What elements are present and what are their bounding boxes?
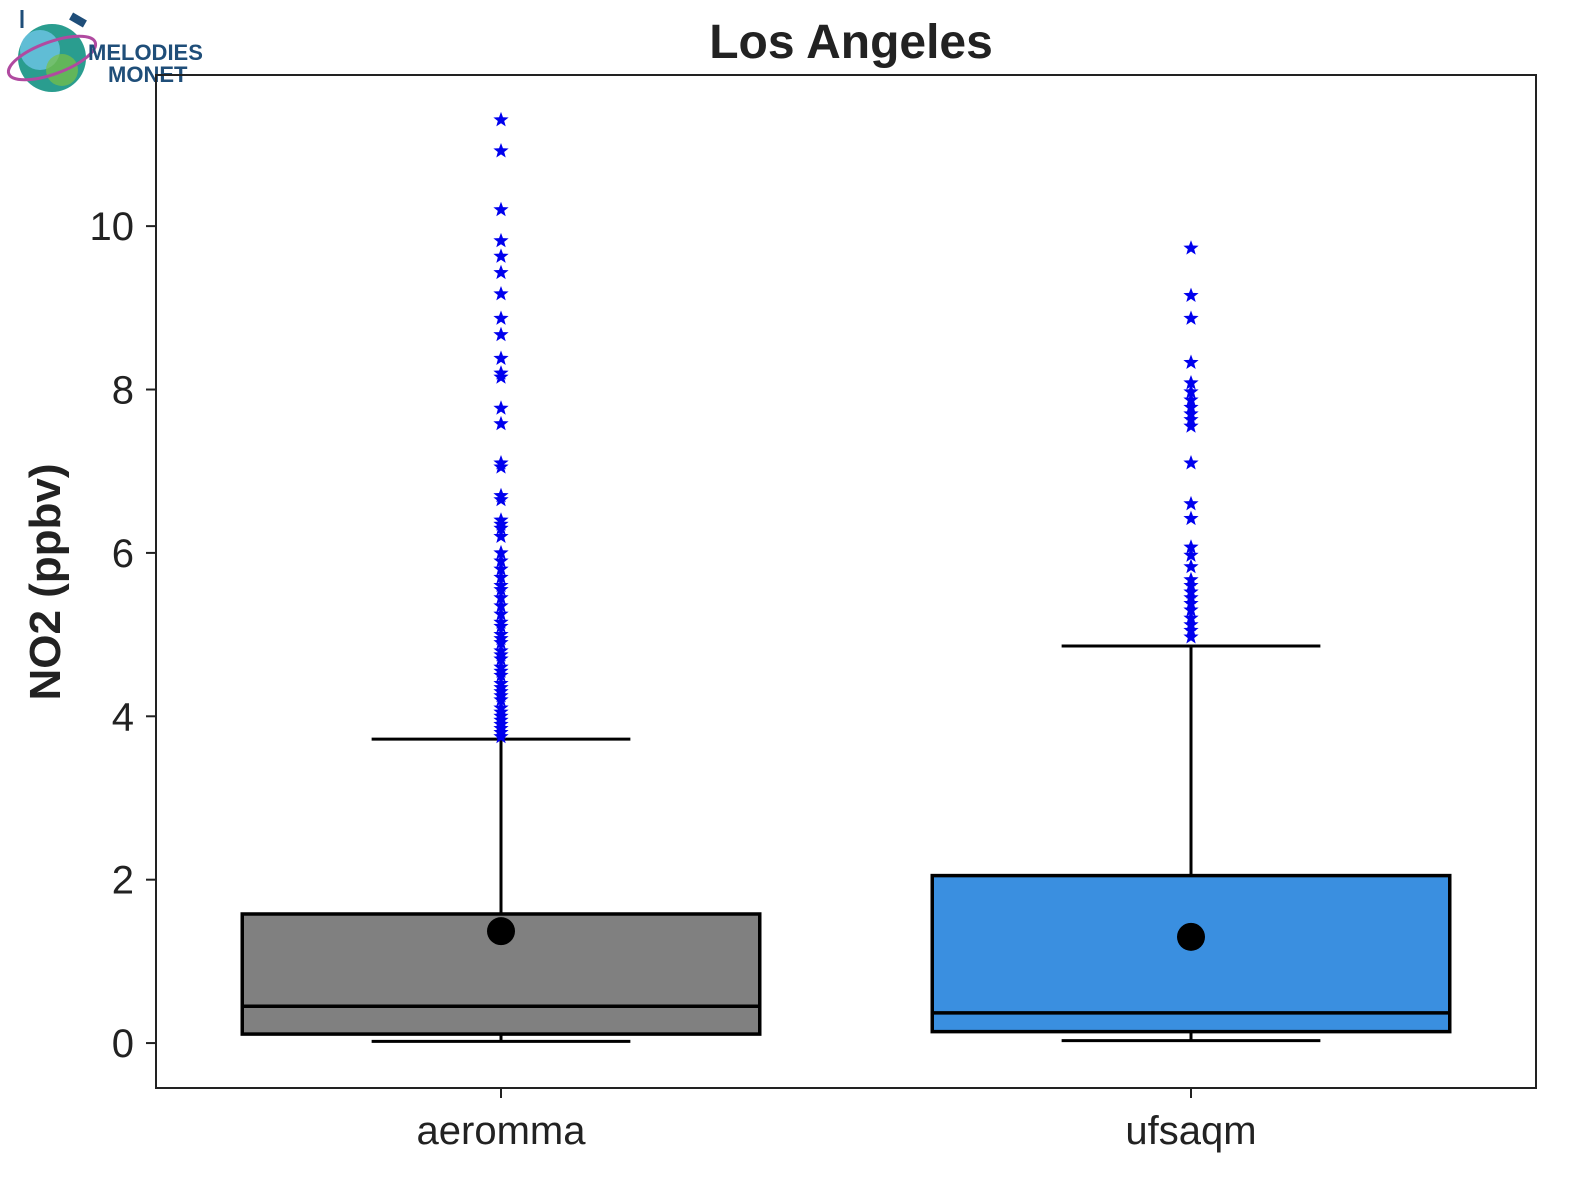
y-tick-label: 0 (112, 1022, 134, 1066)
x-tick-label: ufsaqm (1125, 1109, 1256, 1153)
outlier-point (493, 350, 509, 365)
outlier-point (1183, 392, 1199, 407)
outlier-point (1183, 571, 1199, 587)
outlier-point (493, 659, 509, 674)
outlier-point (493, 577, 509, 593)
outlier-point (1183, 616, 1199, 632)
outlier-point (1183, 584, 1199, 599)
outlier-point (1183, 406, 1199, 421)
box-group-ufsaqm (930, 240, 1452, 1043)
outlier-point (493, 487, 509, 503)
outlier-point (493, 606, 509, 621)
outlier-point (493, 111, 509, 127)
outlier-point (493, 589, 509, 605)
outlier-point (493, 614, 509, 629)
outlier-point (493, 142, 509, 158)
iqr-box (930, 873, 1452, 1034)
y-tick-label: 4 (112, 695, 134, 739)
y-tick-label: 2 (112, 859, 134, 903)
outlier-point (1183, 287, 1199, 303)
box-group-aeromma (240, 111, 762, 1043)
axes-frame (155, 74, 1537, 1089)
y-tick-label: 8 (112, 369, 134, 413)
outlier-point (1183, 383, 1199, 399)
y-tick-label: 10 (90, 205, 135, 249)
outlier-point (493, 455, 509, 470)
mean-marker (1177, 922, 1205, 951)
outlier-point (493, 285, 509, 301)
chart-title: Los Angeles (709, 16, 993, 69)
outlier-point (1183, 602, 1199, 617)
globe-satellite-logo-icon (6, 10, 98, 92)
outlier-point (493, 512, 509, 527)
iqr-box (240, 912, 762, 1036)
outlier-point (1183, 310, 1199, 325)
x-tick-label: aeromma (417, 1109, 587, 1153)
outlier-point (493, 400, 509, 415)
outlier-point (1183, 589, 1199, 605)
outlier-point (493, 561, 509, 576)
outlier-point (493, 201, 509, 217)
outlier-point (1183, 558, 1199, 574)
outlier-point (1183, 510, 1199, 526)
outlier-point (493, 642, 509, 658)
outlier-point (1183, 539, 1199, 554)
outlier-point (493, 675, 509, 691)
outlier-point (1183, 240, 1199, 255)
outlier-point (493, 544, 509, 560)
outlier-point (1183, 418, 1199, 433)
plot-area (240, 111, 1452, 1043)
outlier-point (1183, 622, 1199, 637)
outlier-point (493, 264, 509, 280)
outlier-point (1183, 595, 1199, 611)
outlier-point (1183, 374, 1199, 390)
outlier-point (1183, 411, 1199, 427)
outlier-point (1183, 455, 1199, 470)
outlier-point (1183, 629, 1199, 644)
outlier-point (493, 415, 509, 431)
outlier-point (493, 326, 509, 342)
outlier-point (1183, 354, 1199, 370)
outlier-point (493, 700, 509, 715)
mean-marker (487, 917, 515, 946)
outlier-point (493, 232, 509, 248)
outlier-point (493, 553, 509, 568)
outlier-point (493, 598, 509, 613)
outlier-point (493, 248, 509, 263)
y-tick-label: 6 (112, 532, 134, 576)
outlier-point (493, 626, 509, 642)
y-axis-label: NO2 (ppbv) (21, 463, 70, 700)
axes-ticks: aeromma ufsaqm 0 2 4 6 8 10 (90, 205, 1257, 1153)
outlier-point (493, 310, 509, 325)
outlier-point (1183, 495, 1199, 511)
outlier-point (1183, 577, 1199, 593)
logo-line1: MELODIES (88, 40, 203, 65)
outlier-point (1183, 547, 1199, 562)
outlier-point (493, 569, 509, 584)
outlier-point (493, 365, 509, 380)
outlier-point (1183, 399, 1199, 414)
outlier-point (1183, 610, 1199, 625)
melodies-monet-logo: MELODIES MONET (6, 10, 203, 92)
outlier-point (493, 528, 509, 544)
